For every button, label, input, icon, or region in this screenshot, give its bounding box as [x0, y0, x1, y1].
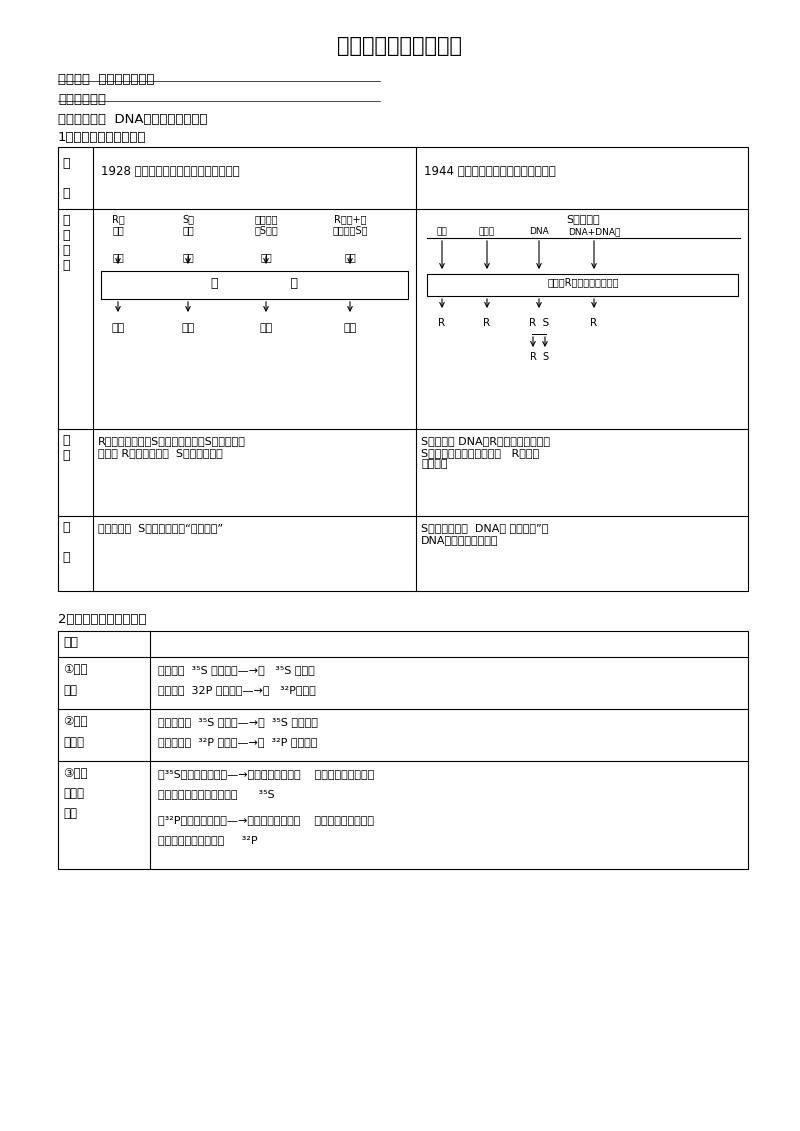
Bar — [427, 274, 738, 296]
Text: 多糖: 多糖 — [437, 227, 447, 236]
Text: 含³²P的噌菌体＋细菌—→上清液放射性低，    沉淠物放射性很高，: 含³²P的噌菌体＋细菌—→上清液放射性低， 沉淠物放射性很高， — [158, 815, 374, 824]
Text: 噌菌体＋含  ³⁵S 的细菌—→含  ³⁵S 的噌菌体: 噌菌体＋含 ³⁵S 的细菌—→含 ³⁵S 的噌菌体 — [158, 717, 318, 727]
Text: 小                  鼠: 小 鼠 — [211, 277, 298, 290]
Text: 1928 年英国格里菲思（体内转化实验）: 1928 年英国格里菲思（体内转化实验） — [101, 165, 240, 178]
Text: DNA: DNA — [529, 227, 549, 236]
Text: ③噌菌: ③噌菌 — [63, 767, 87, 780]
Text: 成活: 成活 — [111, 323, 125, 333]
Text: 蛋白质: 蛋白质 — [479, 227, 495, 236]
Text: 1944 年美国艾弗里（体外转化实验）: 1944 年美国艾弗里（体外转化实验） — [424, 165, 556, 178]
Text: 加热杀死的  S型细菌体内有“转化因子”: 加热杀死的 S型细菌体内有“转化因子” — [98, 523, 223, 533]
Text: 噌菌体＋含  ³²P 的细菌—→含  ³²P 的噌菌体: 噌菌体＋含 ³²P 的细菌—→含 ³²P 的噌菌体 — [158, 737, 318, 746]
Text: 注射: 注射 — [112, 252, 124, 262]
Text: 1．肺炎双球菌转化实验: 1．肺炎双球菌转化实验 — [58, 131, 146, 144]
Text: R: R — [530, 352, 537, 362]
Text: 注射: 注射 — [260, 252, 272, 262]
Text: 加热杀死
的S型菌: 加热杀死 的S型菌 — [254, 214, 278, 235]
Text: 2．噌菌体侵染细菌实验: 2．噌菌体侵染细菌实验 — [58, 613, 146, 625]
Text: R: R — [483, 318, 490, 328]
Text: 成活: 成活 — [259, 323, 273, 333]
Text: S型细菌的 DNA使R型细菌发生转化；
S型细菌的其他物质不能使   R型细菌
发生转化: S型细菌的 DNA使R型细菌发生转化； S型细菌的其他物质不能使 R型细菌 发生… — [421, 435, 550, 469]
Text: 新形成的噌菌体没有检测到      ³⁵S: 新形成的噌菌体没有检测到 ³⁵S — [158, 789, 274, 798]
Text: 注射: 注射 — [182, 252, 194, 262]
Bar — [101, 271, 408, 299]
Text: R型菌+加
热杀死的S型: R型菌+加 热杀死的S型 — [332, 214, 368, 235]
Text: R型细菌无毒性、S型细菌有毒性；S型细菌内存
在着使 R型细菌转化为  S型细菌的物质: R型细菌无毒性、S型细菌有毒性；S型细菌内存 在着使 R型细菌转化为 S型细菌的… — [98, 435, 246, 458]
Text: 分别与R型活细菌混合培养: 分别与R型活细菌混合培养 — [548, 277, 619, 287]
Text: S: S — [542, 352, 548, 362]
Text: 死亡: 死亡 — [343, 323, 357, 333]
Text: ①标记: ①标记 — [63, 663, 87, 676]
Text: ②标记: ②标记 — [63, 715, 87, 728]
Text: 考点整合一：  DNA是遗传物质的实验: 考点整合一： DNA是遗传物质的实验 — [58, 113, 207, 126]
Text: DNA+DNA酶: DNA+DNA酶 — [568, 227, 620, 236]
Text: S型细菌体内的  DNA是 转化因子”，
DNA是生物的遗传物质: S型细菌体内的 DNA是 转化因子”， DNA是生物的遗传物质 — [421, 523, 548, 545]
Text: 细菌: 细菌 — [63, 684, 77, 697]
Text: R型
活菌: R型 活菌 — [112, 214, 124, 235]
Text: 含³⁵S的噌菌体＋细菌—→上清液放射性高，    沉淠物放射性很低，: 含³⁵S的噌菌体＋细菌—→上清液放射性高， 沉淠物放射性很低， — [158, 769, 374, 779]
Text: 死亡: 死亡 — [182, 323, 194, 333]
Bar — [58, 147, 748, 592]
Text: 核心考点整合: 核心考点整合 — [58, 93, 106, 106]
Text: S型
活菌: S型 活菌 — [182, 214, 194, 235]
Text: 细菌: 细菌 — [63, 808, 77, 820]
Bar — [58, 631, 748, 869]
Text: 细菌＋含  32P 的培养基—→含   ³²P的细菌: 细菌＋含 32P 的培养基—→含 ³²P的细菌 — [158, 685, 316, 696]
Text: 新形成的噌菌体检测到     ³²P: 新形成的噌菌体检测到 ³²P — [158, 835, 258, 845]
Text: 细菌＋含  ³⁵S 的培养基—→含   ³⁵S 的细菌: 细菌＋含 ³⁵S 的培养基—→含 ³⁵S 的细菌 — [158, 665, 314, 675]
Text: 噌菌体: 噌菌体 — [63, 736, 84, 749]
Text: 分
析: 分 析 — [62, 434, 70, 461]
Text: 体侵染: 体侵染 — [63, 787, 84, 800]
Text: 步骤: 步骤 — [63, 636, 78, 649]
Text: R: R — [438, 318, 446, 328]
Text: 小专题一  遗传的分子基础: 小专题一 遗传的分子基础 — [58, 74, 154, 86]
Text: 遗传、变异与进化专题: 遗传、变异与进化专题 — [338, 36, 462, 57]
Text: S型活细菌: S型活细菌 — [566, 214, 600, 224]
Text: 过
程
结
果: 过 程 结 果 — [62, 214, 70, 271]
Text: 项

目: 项 目 — [62, 157, 70, 200]
Text: R  S: R S — [529, 318, 549, 328]
Text: R: R — [590, 318, 598, 328]
Text: 结

论: 结 论 — [62, 521, 70, 564]
Text: 注射: 注射 — [344, 252, 356, 262]
